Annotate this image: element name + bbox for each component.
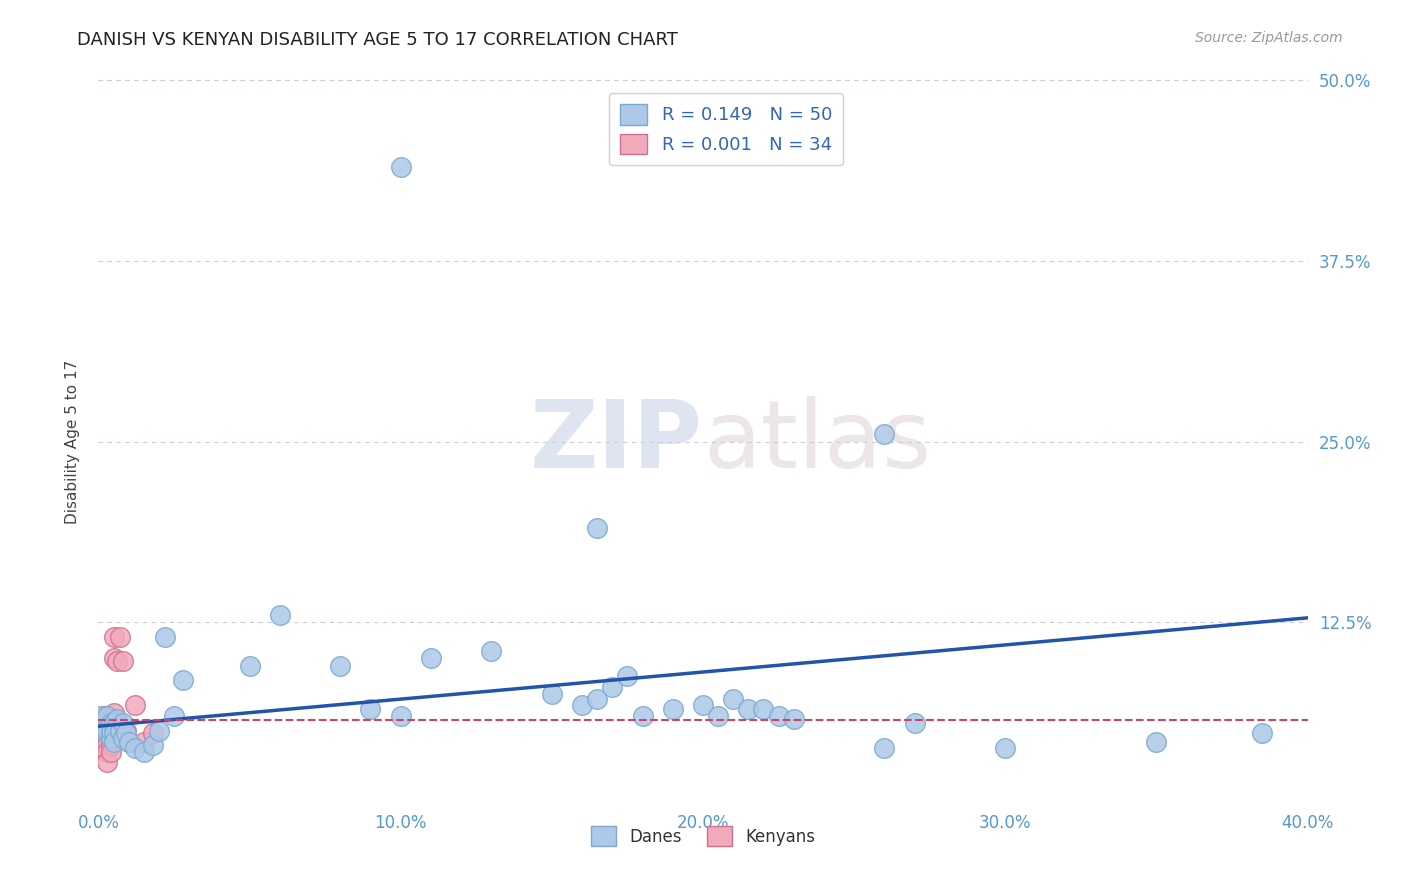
- Text: DANISH VS KENYAN DISABILITY AGE 5 TO 17 CORRELATION CHART: DANISH VS KENYAN DISABILITY AGE 5 TO 17 …: [77, 31, 678, 49]
- Point: [96, 723, 118, 738]
- Point: [93, 740, 115, 755]
- Point: [707, 709, 730, 723]
- Point: [103, 716, 125, 731]
- Point: [93, 716, 115, 731]
- Point: [994, 740, 1017, 755]
- Point: [723, 691, 745, 706]
- Point: [1251, 726, 1274, 740]
- Point: [148, 723, 170, 738]
- Point: [132, 735, 155, 749]
- Point: [111, 731, 134, 745]
- Point: [93, 716, 115, 731]
- Point: [172, 673, 194, 687]
- Point: [1144, 735, 1167, 749]
- Point: [118, 735, 141, 749]
- Point: [103, 735, 125, 749]
- Point: [103, 706, 125, 721]
- Point: [103, 726, 125, 740]
- Point: [111, 716, 134, 731]
- Y-axis label: Disability Age 5 to 17: Disability Age 5 to 17: [65, 359, 80, 524]
- Point: [124, 740, 146, 755]
- Point: [93, 723, 115, 738]
- Text: ZIP: ZIP: [530, 395, 703, 488]
- Point: [360, 702, 382, 716]
- Point: [114, 723, 136, 738]
- Point: [239, 658, 262, 673]
- Point: [100, 731, 122, 745]
- Point: [100, 723, 122, 738]
- Point: [586, 521, 609, 535]
- Point: [111, 654, 134, 668]
- Point: [661, 702, 683, 716]
- Point: [752, 702, 775, 716]
- Point: [100, 745, 122, 759]
- Point: [571, 698, 593, 712]
- Point: [96, 756, 118, 770]
- Point: [481, 644, 503, 658]
- Point: [420, 651, 443, 665]
- Point: [389, 160, 412, 174]
- Point: [389, 709, 412, 723]
- Point: [108, 630, 131, 644]
- Point: [96, 709, 118, 723]
- Point: [100, 738, 122, 752]
- Point: [105, 712, 128, 726]
- Point: [103, 651, 125, 665]
- Point: [90, 716, 112, 731]
- Point: [100, 712, 122, 726]
- Point: [96, 709, 118, 723]
- Point: [631, 709, 654, 723]
- Text: Source: ZipAtlas.com: Source: ZipAtlas.com: [1195, 31, 1343, 45]
- Point: [90, 735, 112, 749]
- Point: [602, 680, 624, 694]
- Point: [904, 716, 927, 731]
- Point: [142, 738, 165, 752]
- Point: [586, 691, 609, 706]
- Point: [873, 740, 896, 755]
- Point: [783, 712, 806, 726]
- Point: [93, 723, 115, 738]
- Point: [100, 729, 122, 743]
- Point: [105, 731, 128, 745]
- Point: [768, 709, 790, 723]
- Point: [103, 630, 125, 644]
- Point: [873, 427, 896, 442]
- Point: [540, 687, 562, 701]
- Point: [90, 709, 112, 723]
- Point: [93, 731, 115, 745]
- Point: [329, 658, 352, 673]
- Point: [96, 738, 118, 752]
- Point: [96, 731, 118, 745]
- Point: [163, 709, 186, 723]
- Point: [105, 654, 128, 668]
- Point: [103, 723, 125, 738]
- Point: [100, 721, 122, 735]
- Point: [93, 709, 115, 723]
- Point: [96, 723, 118, 738]
- Point: [108, 723, 131, 738]
- Point: [118, 735, 141, 749]
- Point: [124, 698, 146, 712]
- Point: [737, 702, 759, 716]
- Point: [692, 698, 714, 712]
- Point: [132, 745, 155, 759]
- Point: [616, 668, 638, 682]
- Point: [96, 745, 118, 759]
- Point: [105, 716, 128, 731]
- Text: atlas: atlas: [703, 395, 931, 488]
- Point: [96, 716, 118, 731]
- Point: [100, 716, 122, 731]
- Legend: Danes, Kenyans: Danes, Kenyans: [585, 820, 821, 852]
- Point: [142, 726, 165, 740]
- Point: [90, 726, 112, 740]
- Point: [269, 607, 291, 622]
- Point: [153, 630, 176, 644]
- Point: [114, 726, 136, 740]
